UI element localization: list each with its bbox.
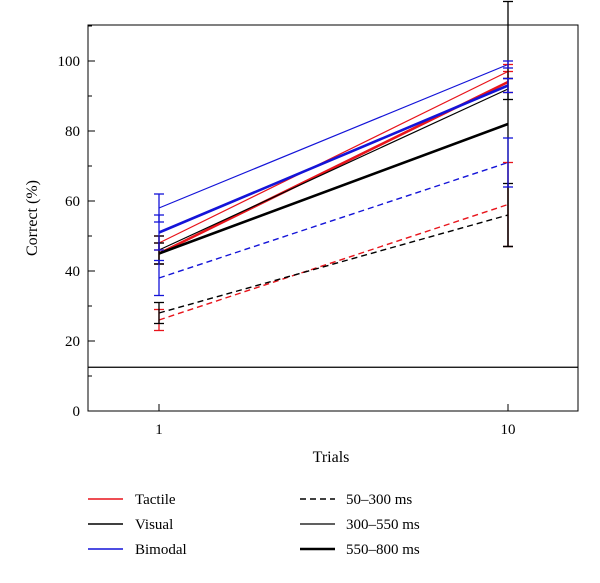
- y-tick-label: 80: [65, 124, 80, 140]
- series-line-bimodal-50-300-ms: [158, 161, 509, 279]
- y-tick-label: 60: [65, 194, 80, 210]
- series-line-visual-550-800-ms: [158, 122, 509, 255]
- y-axis-ticks: 0 20 40 60 80 100: [58, 25, 95, 420]
- series-layer: [158, 63, 509, 321]
- series-line-visual-300-550-ms: [158, 88, 509, 251]
- x-axis-title: Trials: [313, 449, 350, 466]
- legend-label-tactile: Tactile: [135, 492, 176, 508]
- y-tick-label: 100: [58, 54, 81, 70]
- legend-label-50-300: 50–300 ms: [346, 492, 412, 508]
- series-line-tactile-300-550-ms: [158, 70, 509, 244]
- modality-legend: Tactile Visual Bimodal: [88, 492, 187, 558]
- legend-label-bimodal: Bimodal: [135, 542, 187, 558]
- x-tick-label: 10: [501, 422, 516, 438]
- y-axis-title: Correct (%): [24, 180, 41, 256]
- series-line-bimodal-550-800-ms: [158, 84, 509, 234]
- y-tick-label: 20: [65, 334, 80, 350]
- y-tick-label: 0: [73, 404, 81, 420]
- series-line-visual-50-300-ms: [158, 214, 509, 314]
- legend-label-visual: Visual: [135, 517, 173, 533]
- legend-label-300-550: 300–550 ms: [346, 517, 420, 533]
- series-line-tactile-50-300-ms: [158, 203, 509, 321]
- x-axis-ticks: 1 10: [155, 404, 516, 438]
- x-tick-label: 1: [155, 422, 163, 438]
- plot-frame: [87, 24, 579, 412]
- y-tick-label: 40: [65, 264, 80, 280]
- duration-legend: 50–300 ms 300–550 ms 550–800 ms: [300, 492, 420, 558]
- errorbar-layer: [154, 0, 513, 332]
- series-line-bimodal-300-550-ms: [158, 63, 509, 209]
- legend-label-550-800: 550–800 ms: [346, 542, 420, 558]
